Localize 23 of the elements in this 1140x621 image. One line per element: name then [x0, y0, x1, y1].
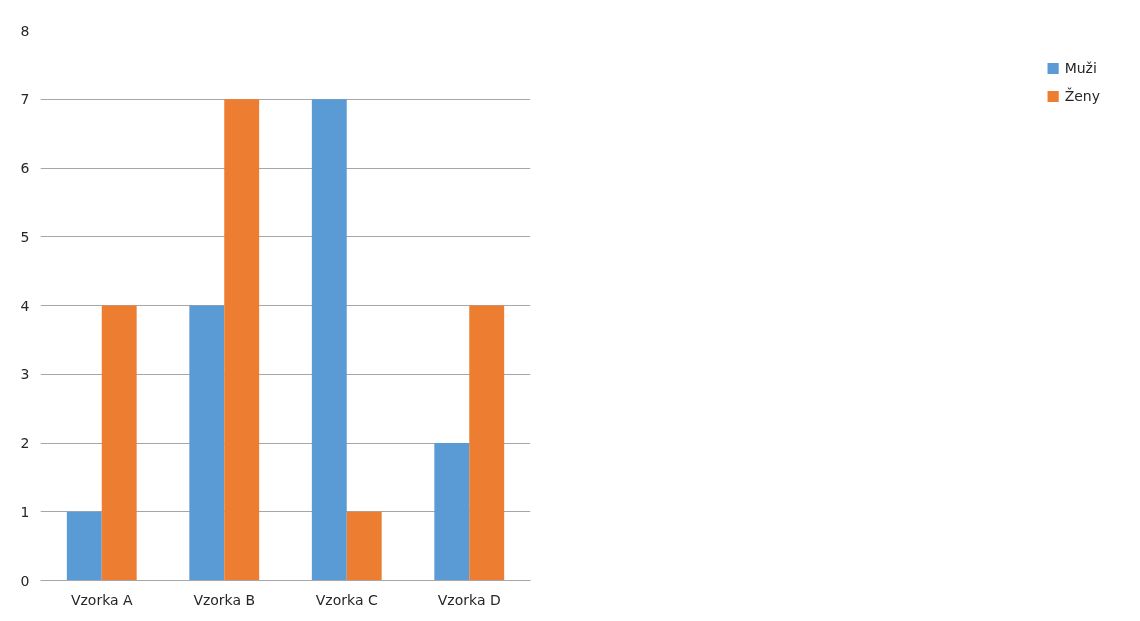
x-tick-label: Vzorka D: [437, 591, 501, 608]
y-tick-label: 3: [20, 366, 30, 383]
y-tick-label: 8: [20, 22, 30, 39]
y-tick-label: 6: [20, 160, 30, 176]
y-tick-label: 0: [20, 572, 30, 589]
y-tick-label: 1: [20, 503, 30, 520]
bar: [346, 511, 382, 581]
y-tick-label: 5: [20, 228, 30, 245]
bar: [224, 99, 260, 581]
bar: [469, 305, 505, 581]
x-tick-label: Vzorka B: [193, 591, 256, 608]
bar: [311, 99, 347, 581]
legend-label: Ženy: [1064, 88, 1100, 104]
bar: [66, 511, 102, 581]
x-tick-label: Vzorka A: [70, 591, 134, 608]
y-tick-label: 4: [20, 297, 30, 314]
y-tick-label: 2: [20, 435, 30, 451]
bar: [101, 305, 137, 581]
x-tick-label: Vzorka C: [315, 591, 378, 608]
y-tick-label: 7: [20, 91, 30, 108]
bar: [434, 443, 470, 581]
legend-label: Muži: [1064, 60, 1097, 76]
bar: [189, 305, 225, 581]
